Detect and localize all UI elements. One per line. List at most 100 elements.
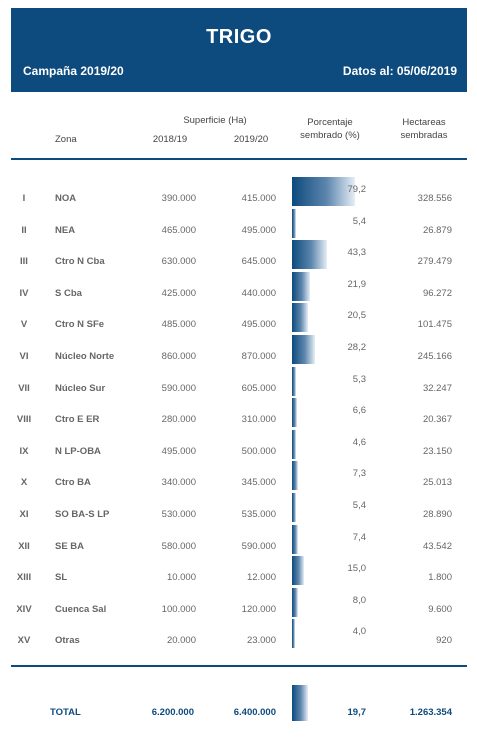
area-2018-19: 390.000: [161, 193, 196, 204]
zone-name: Ctro E ER: [55, 414, 100, 426]
hectares-sown: 20.367: [422, 414, 452, 426]
area-2019-20: 645.000: [241, 256, 276, 268]
area-2019-20: 440.000: [241, 287, 276, 299]
pct-sown: 4,6: [352, 436, 366, 448]
pct-sown: 21,9: [347, 278, 367, 290]
table-row: XII SE BA 580.000 590.000 7,4 43.542: [0, 523, 477, 555]
zone-number: I: [22, 193, 26, 204]
area-2019-20: 500.000: [241, 445, 276, 457]
total-row: TOTAL 6.200.000 6.400.000 19,7 1.263.354: [0, 683, 477, 723]
area-2018-19: 485.000: [161, 319, 196, 331]
area-2019-20: 23.000: [246, 635, 276, 647]
pct-bar: [292, 556, 304, 586]
area-2018-19: 590.000: [161, 382, 196, 394]
zone-name: Núcleo Norte: [55, 350, 115, 362]
superficie-header: Superficie (Ha): [183, 115, 247, 126]
table-row: III Ctro N Cba 630.000 645.000 43,3 279.479: [0, 238, 477, 270]
hectares-sown: 28.890: [422, 508, 452, 520]
total-label: TOTAL: [50, 707, 81, 718]
hectares-sown: 328.556: [417, 193, 452, 204]
zone-number: VIII: [16, 414, 32, 426]
year2-header: 2019/20: [233, 134, 269, 145]
zone-number: IX: [19, 445, 29, 457]
pct-bar: [292, 303, 309, 333]
table-row: XIV Cuenca Sal 100.000 120.000 8,0 9.600: [0, 586, 477, 618]
table-row: VIII Ctro E ER 280.000 310.000 6,6 20.367: [0, 396, 477, 428]
pct-sown: 5,4: [352, 499, 366, 511]
zone-number: III: [20, 256, 28, 268]
zone-number: VI: [19, 350, 29, 362]
zone-name: Ctro BA: [55, 477, 91, 489]
pct-bar: [292, 461, 298, 491]
zone-name: NEA: [55, 224, 76, 236]
campaign-label: Campaña 2019/20: [23, 64, 124, 78]
table-row: IV S Cba 425.000 440.000 21,9 96.272: [0, 270, 477, 302]
pct-sown: 5,4: [352, 215, 366, 227]
area-2019-20: 870.000: [241, 350, 276, 362]
zone-name: Ctro N SFe: [55, 319, 105, 331]
area-2018-19: 425.000: [161, 287, 196, 299]
area-2018-19: 10.000: [166, 572, 196, 584]
pct-sown: 79,2: [347, 184, 367, 195]
area-2019-20: 495.000: [241, 224, 276, 236]
hectares-sown: 25.013: [422, 477, 452, 489]
report-title: TRIGO: [206, 26, 272, 48]
pct-bar: [292, 208, 297, 238]
area-2018-19: 340.000: [161, 477, 196, 489]
zone-number: X: [20, 477, 28, 489]
zone-name: N LP-OBA: [55, 445, 101, 457]
pct-bar: [292, 366, 297, 396]
pct-header: Porcentaje sembrado (%): [290, 116, 370, 142]
zone-number: XII: [18, 540, 30, 552]
pct-sown: 20,5: [347, 310, 367, 322]
table-row: IX N LP-OBA 495.000 500.000 4,6 23.150: [0, 428, 477, 460]
ha-header-line2: sembradas: [400, 130, 448, 141]
pct-sown: 15,0: [347, 563, 367, 575]
table-row: VI Núcleo Norte 860.000 870.000 28,2 245.166: [0, 333, 477, 365]
hectares-sown: 9.600: [428, 603, 452, 615]
zone-name: Cuenca Sal: [55, 603, 107, 615]
zone-number: II: [21, 224, 27, 236]
pct-bar: [292, 177, 356, 206]
total-year2: 6.400.000: [233, 707, 276, 718]
title-banner: TRIGO Campaña 2019/20 Datos al: 05/06/20…: [11, 8, 467, 92]
table-row: I NOA 390.000 415.000 79,2 328.556: [0, 175, 477, 207]
area-2019-20: 120.000: [241, 603, 276, 615]
ha-header-line1: Hectareas: [402, 117, 446, 128]
area-2018-19: 630.000: [161, 256, 196, 268]
zone-name: Otras: [55, 635, 80, 647]
pct-sown: 28,2: [347, 341, 367, 353]
area-2018-19: 495.000: [161, 445, 196, 457]
zone-number: XIV: [16, 603, 32, 615]
zone-number: XV: [17, 635, 31, 647]
hectares-sown: 96.272: [422, 287, 452, 299]
pct-bar: [292, 587, 299, 617]
total-pct-bar: [292, 685, 308, 721]
area-2019-20: 415.000: [241, 193, 276, 204]
zone-name: SE BA: [55, 540, 85, 552]
pct-sown: 43,3: [347, 247, 367, 259]
pct-bar: [292, 398, 298, 428]
pct-header-line2: sembrado (%): [300, 130, 360, 141]
hectares-sown: 1.800: [428, 572, 452, 584]
table-row: X Ctro BA 340.000 345.000 7,3 25.013: [0, 459, 477, 491]
pct-sown: 5,3: [352, 373, 366, 385]
pct-bar: [292, 334, 315, 364]
zone-name: NOA: [55, 193, 77, 204]
pct-bar: [292, 429, 296, 459]
total-divider: [11, 665, 467, 667]
area-2018-19: 860.000: [161, 350, 196, 362]
pct-bar: [292, 524, 298, 554]
zone-name: SO BA-S LP: [55, 508, 110, 520]
zone-table: I NOA 390.000 415.000 79,2 328.556 II NEA 465.00…: [0, 175, 477, 649]
zone-number: XI: [19, 508, 29, 520]
area-2018-19: 530.000: [161, 508, 196, 520]
table-row: XIII SL 10.000 12.000 15,0 1.800: [0, 554, 477, 586]
zone-number: VII: [18, 382, 30, 394]
table-row: XI SO BA-S LP 530.000 535.000 5,4 28.890: [0, 491, 477, 523]
pct-bar: [292, 619, 296, 649]
hectares-sown: 26.879: [422, 224, 452, 236]
area-2019-20: 495.000: [241, 319, 276, 331]
zone-number: IV: [19, 287, 29, 299]
hectares-sown: 32.247: [422, 382, 452, 394]
